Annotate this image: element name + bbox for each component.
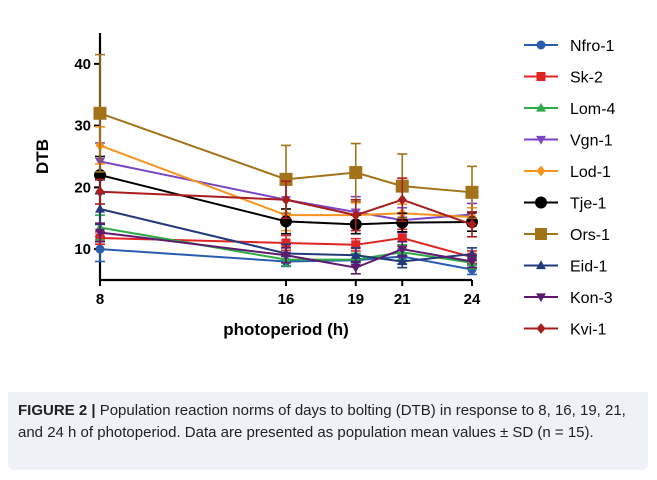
data-point-kvi-1 — [467, 219, 477, 230]
x-tick-label: 16 — [278, 291, 295, 308]
data-point-kon-3 — [281, 251, 291, 261]
legend-marker-sk-2 — [536, 72, 546, 81]
data-point-ors-1 — [279, 172, 293, 186]
caption-text: Population reaction norms of days to bol… — [18, 402, 626, 441]
data-point-eid-1 — [95, 203, 105, 213]
legend-marker-ors-1 — [535, 228, 547, 240]
legend-marker-nfro-1 — [536, 40, 546, 50]
legend-label-tje-1: Tje-1 — [570, 196, 607, 213]
y-tick-label: 20 — [74, 179, 91, 196]
legend-marker-eid-1 — [536, 260, 546, 270]
data-point-sk-2 — [351, 240, 361, 250]
caption-label: FIGURE 2 | — [18, 402, 96, 419]
data-point-kon-3 — [95, 228, 105, 238]
x-tick-label: 8 — [96, 291, 104, 308]
y-tick-label: 10 — [74, 241, 91, 258]
data-point-kon-3 — [397, 245, 408, 255]
data-point-kvi-1 — [95, 186, 105, 198]
data-point-ors-1 — [349, 166, 363, 180]
plot-area: 10 20 30 40 8 16 19 21 24 photoperiod (h) DTB Nfro-… — [8, 8, 648, 392]
legend-label-kvi-1: Kvi-1 — [570, 322, 607, 339]
x-tick-label: 19 — [347, 291, 364, 308]
legend-label-ors-1: Ors-1 — [570, 227, 610, 244]
legend-marker-kvi-1 — [536, 323, 546, 334]
x-axis-title: photoperiod (h) — [223, 320, 349, 339]
figure-caption: FIGURE 2 | Population reaction norms of … — [18, 400, 632, 444]
y-tick-label: 30 — [74, 118, 91, 135]
data-point-eid-1 — [350, 250, 361, 259]
data-point-ors-1 — [465, 185, 479, 199]
legend-label-vgn-1: Vgn-1 — [570, 133, 613, 150]
legend-marker-lom-4 — [536, 102, 546, 112]
x-tick-label: 21 — [394, 291, 411, 308]
legend-label-kon-3: Kon-3 — [570, 290, 613, 307]
data-point-eid-1 — [397, 256, 408, 266]
x-tick-label: 24 — [464, 291, 481, 308]
line-chart: 10 20 30 40 8 16 19 21 24 photoperiod (h) DTB Nfro-… — [33, 33, 615, 339]
legend-label-sk-2: Sk-2 — [570, 70, 603, 87]
data-point-kvi-1 — [397, 194, 407, 206]
data-point-nfro-1 — [95, 244, 105, 254]
legend-label-nfro-1: Nfro-1 — [570, 38, 615, 55]
legend-marker-tje-1 — [535, 196, 547, 209]
legend-marker-vgn-1 — [536, 135, 546, 145]
figure-box: 10 20 30 40 8 16 19 21 24 photoperiod (h) DTB Nfro-… — [8, 8, 648, 470]
y-tick-label: 40 — [74, 56, 91, 73]
legend-label-lom-4: Lom-4 — [570, 101, 615, 118]
legend-marker-kon-3 — [536, 293, 546, 303]
data-point-kvi-1 — [281, 194, 291, 206]
data-point-kon-3 — [467, 257, 477, 267]
data-point-kvi-1 — [351, 209, 361, 221]
data-point-sk-2 — [281, 238, 291, 248]
legend-label-eid-1: Eid-1 — [570, 259, 607, 276]
data-point-kon-3 — [350, 264, 361, 273]
legend-marker-lod-1 — [536, 165, 546, 177]
data-point-ors-1 — [93, 106, 107, 120]
data-point-tje-1 — [396, 216, 409, 229]
data-point-sk-2 — [397, 233, 407, 243]
legend-label-lod-1: Lod-1 — [570, 164, 611, 181]
y-axis-title: DTB — [33, 139, 52, 174]
